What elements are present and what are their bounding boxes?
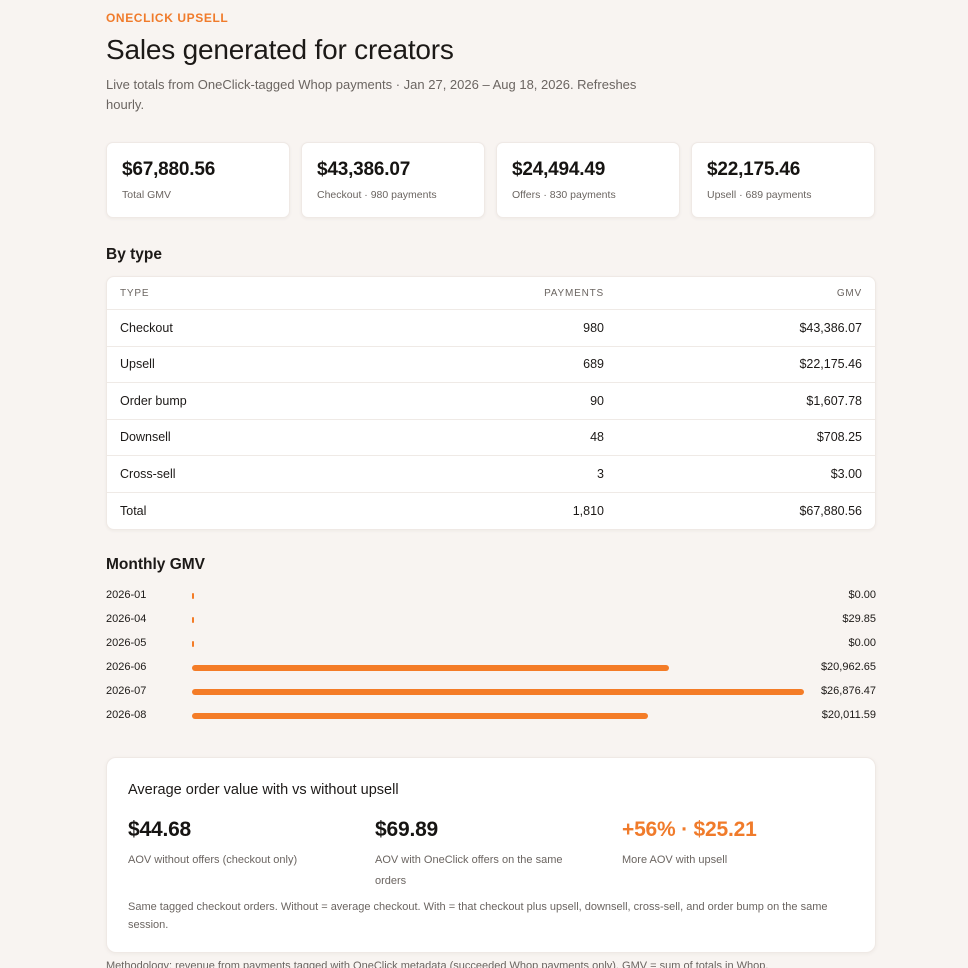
- cell-gmv: $43,386.07: [799, 320, 862, 335]
- section-title-monthly-gmv: Monthly GMV: [106, 556, 206, 573]
- eyebrow-label: ONECLICK UPSELL: [106, 11, 229, 25]
- aov-with: $69.89 AOV with OneClick offers on the s…: [375, 818, 590, 892]
- cell-type: Upsell: [120, 357, 155, 372]
- cell-type: Cross-sell: [120, 466, 176, 481]
- stat-label: Upsell · 689 payments: [707, 189, 812, 201]
- cell-gmv: $1,607.78: [806, 393, 862, 408]
- table-row: Cross-sell 3 $3.00: [107, 456, 875, 493]
- chart-value-label: $29.85: [842, 613, 876, 625]
- aov-with-value: $69.89: [375, 818, 439, 841]
- stat-card-upsell: $22,175.46 Upsell · 689 payments: [691, 142, 875, 218]
- page-title: Sales generated for creators: [106, 34, 454, 65]
- chart-bar: [192, 593, 194, 599]
- cell-payments: 1,810: [572, 503, 604, 518]
- stat-card-offers: $24,494.49 Offers · 830 payments: [496, 142, 680, 218]
- cell-gmv: $3.00: [830, 466, 862, 481]
- column-header-payments: PAYMENTS: [544, 287, 604, 299]
- aov-without-value: $44.68: [128, 818, 192, 841]
- aov-without: $44.68 AOV without offers (checkout only…: [128, 818, 348, 871]
- chart-value-label: $20,962.65: [820, 661, 876, 673]
- stat-card-checkout: $43,386.07 Checkout · 980 payments: [301, 142, 485, 218]
- table-row: Checkout 980 $43,386.07: [107, 310, 875, 347]
- table-row: Order bump 90 $1,607.78: [107, 383, 875, 420]
- chart-row: 2026-06 $20,962.65: [106, 658, 876, 682]
- aov-lift-value: +56% · $25.21: [622, 818, 757, 841]
- aov-title: Average order value with vs without upse…: [128, 782, 399, 798]
- column-header-type: TYPE: [120, 287, 150, 299]
- stat-label: Total GMV: [122, 189, 172, 201]
- aov-card: Average order value with vs without upse…: [106, 757, 876, 953]
- chart-row: 2026-04 $29.85: [106, 610, 876, 634]
- table-row: Downsell 48 $708.25: [107, 420, 875, 456]
- chart-row: 2026-07 $26,876.47: [106, 682, 876, 706]
- cell-gmv: $22,175.46: [799, 357, 862, 372]
- chart-bar: [192, 641, 194, 647]
- cell-payments: 980: [583, 320, 604, 335]
- stat-value: $24,494.49: [512, 159, 606, 180]
- stat-label: Checkout · 980 payments: [317, 189, 437, 201]
- chart-row: 2026-05 $0.00: [106, 634, 876, 658]
- aov-lift-label: More AOV with upsell: [622, 854, 728, 866]
- cell-payments: 3: [597, 466, 604, 481]
- chart-category-label: 2026-05: [106, 637, 147, 649]
- cell-payments: 48: [590, 430, 604, 445]
- aov-lift: +56% · $25.21 More AOV with upsell: [622, 818, 842, 871]
- stat-label: Offers · 830 payments: [512, 189, 616, 201]
- cell-type: Total: [120, 503, 147, 518]
- chart-category-label: 2026-07: [106, 685, 147, 697]
- cell-gmv: $67,880.56: [799, 503, 862, 518]
- chart-bar: [192, 689, 804, 695]
- chart-category-label: 2026-01: [106, 589, 147, 601]
- aov-with-label: AOV with OneClick offers on the same ord…: [375, 854, 563, 887]
- chart-value-label: $26,876.47: [820, 685, 876, 697]
- aov-note: Same tagged checkout orders. Without = a…: [128, 901, 828, 931]
- chart-bar: [192, 713, 648, 719]
- stat-cards: $67,880.56 Total GMV $43,386.07 Checkout…: [106, 142, 876, 218]
- monthly-gmv-chart: 2026-01 $0.00 2026-04 $29.85 2026-05 $0.00 202…: [106, 586, 876, 726]
- column-header-gmv: GMV: [836, 287, 862, 299]
- chart-row: 2026-08 $20,011.59: [106, 706, 876, 730]
- stat-value: $43,386.07: [317, 159, 411, 180]
- aov-without-label: AOV without offers (checkout only): [128, 854, 298, 866]
- chart-category-label: 2026-08: [106, 709, 147, 721]
- cell-payments: 689: [583, 357, 604, 372]
- cell-type: Order bump: [120, 393, 187, 408]
- by-type-table: TYPE PAYMENTS GMV Checkout 980 $43,386.0…: [106, 276, 876, 530]
- chart-category-label: 2026-06: [106, 661, 147, 673]
- methodology-note: Methodology: revenue from payments tagge…: [106, 960, 769, 968]
- cell-gmv: $708.25: [816, 430, 862, 445]
- chart-value-label: $20,011.59: [821, 709, 876, 721]
- stat-card-total-gmv: $67,880.56 Total GMV: [106, 142, 290, 218]
- chart-category-label: 2026-04: [106, 613, 147, 625]
- chart-value-label: $0.00: [848, 589, 876, 601]
- table-header-row: TYPE PAYMENTS GMV: [107, 277, 875, 310]
- chart-value-label: $0.00: [848, 637, 876, 649]
- cell-payments: 90: [590, 393, 604, 408]
- page-subtitle: Live totals from OneClick-tagged Whop pa…: [106, 77, 637, 112]
- chart-bar: [192, 617, 194, 623]
- chart-bar: [192, 665, 670, 671]
- chart-row: 2026-01 $0.00: [106, 586, 876, 610]
- stat-value: $22,175.46: [707, 159, 801, 180]
- stat-value: $67,880.56: [122, 159, 216, 180]
- cell-type: Checkout: [120, 320, 173, 335]
- section-title-by-type: By type: [106, 246, 162, 263]
- table-row: Upsell 689 $22,175.46: [107, 347, 875, 383]
- cell-type: Downsell: [120, 430, 171, 445]
- table-total-row: Total 1,810 $67,880.56: [107, 493, 875, 530]
